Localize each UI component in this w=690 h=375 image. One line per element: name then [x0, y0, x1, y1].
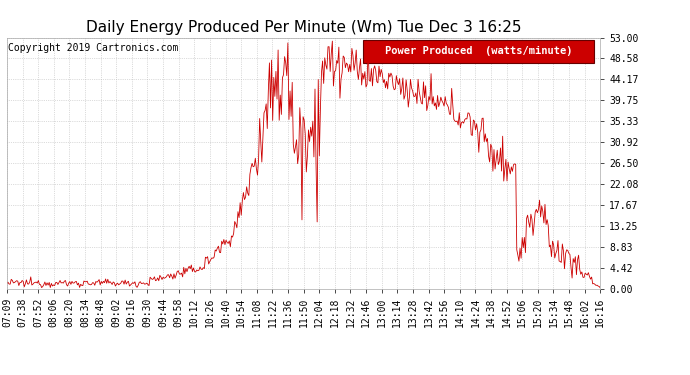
Text: Power Produced  (watts/minute): Power Produced (watts/minute) — [385, 46, 573, 56]
Text: Copyright 2019 Cartronics.com: Copyright 2019 Cartronics.com — [8, 42, 179, 52]
Title: Daily Energy Produced Per Minute (Wm) Tue Dec 3 16:25: Daily Energy Produced Per Minute (Wm) Tu… — [86, 20, 522, 35]
Bar — [363, 40, 594, 63]
